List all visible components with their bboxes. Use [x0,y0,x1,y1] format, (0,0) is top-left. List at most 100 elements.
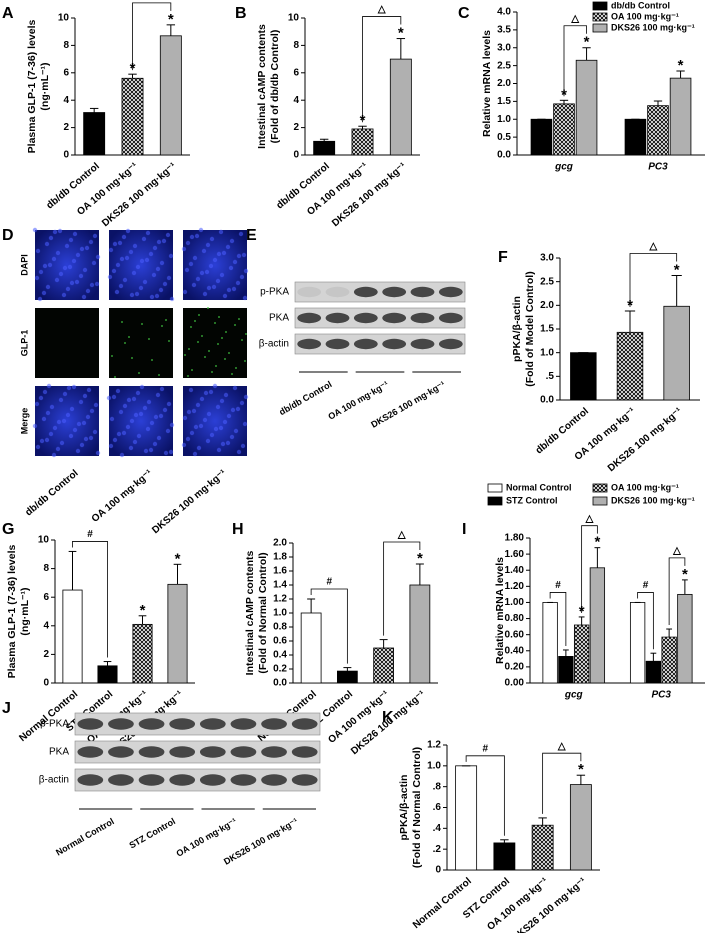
bar [493,842,516,871]
x-tick-label: gcg [564,690,583,701]
nucleus [162,407,168,413]
nucleus [82,393,88,399]
bar [677,593,693,684]
significance: * [584,34,590,51]
nucleus [241,252,247,258]
nucleus [205,242,211,248]
nucleus [152,441,158,447]
y-tick-label: 2.0 [273,538,287,549]
significance: * [398,25,404,42]
nucleus [52,229,58,235]
nucleus [129,292,135,298]
nucleus [79,442,85,448]
nucleus [78,273,84,279]
nucleus [182,289,188,295]
bracket [542,752,582,814]
nucleus [145,230,151,236]
nucleus [75,448,81,454]
row-label: PKA [49,747,69,758]
y-tick-label: 1.2 [273,594,287,605]
y-axis-label: Intestinal cAMP contents [256,24,268,149]
y-tick-label: 1.6 [273,566,287,577]
nucleus [146,399,152,405]
nucleus [142,405,148,411]
green-dot [158,374,160,376]
nucleus [72,427,78,433]
bar [351,128,374,156]
nucleus [229,434,235,440]
green-dot [194,320,196,322]
legend-swatch [592,12,608,22]
nucleus [239,400,245,406]
y-axis-label: (Fold of Normal Control) [257,552,269,673]
nucleus [191,282,197,288]
blot-band [199,746,226,758]
green-dot [198,314,200,316]
nucleus [82,267,88,273]
blot-band [438,338,463,350]
nucleus [145,426,151,432]
nucleus [133,412,139,418]
y-tick-label: .5 [546,371,555,382]
nucleus [111,268,117,274]
bracket-label: # [482,743,488,754]
nucleus [242,421,248,427]
blot-band [325,312,350,324]
nucleus [169,296,175,302]
nucleus [68,237,74,243]
nucleus [159,260,165,266]
blot-band [438,312,463,324]
nucleus [89,408,95,414]
nucleus [158,287,164,293]
nucleus [71,384,77,390]
nucleus [134,291,140,297]
green-dot [128,336,130,338]
column-label: db/db Control [23,468,80,519]
nucleus [153,414,159,420]
bar [132,623,153,684]
green-dot [221,337,223,339]
nucleus [166,401,172,407]
bar [337,670,358,684]
micrograph [35,386,99,456]
nucleus [218,229,224,235]
green-dot [208,350,210,352]
micrograph [109,308,173,378]
x-tick-label: Normal Control [17,689,80,744]
bracket-label: △ [672,546,681,557]
nucleus [192,255,198,261]
nucleus [201,248,207,254]
nucleus [67,264,73,270]
nucleus [121,430,127,436]
nucleus [233,428,239,434]
nucleus [132,439,138,445]
nucleus [89,282,95,288]
nucleus [126,397,132,403]
blot-band [138,746,165,758]
y-tick-label: 0.0 [497,150,511,161]
nucleus [37,296,43,302]
nucleus [165,232,171,238]
nucleus [48,235,54,241]
nucleus [95,450,101,456]
nucleus [141,236,147,242]
significance: * [175,550,181,567]
green-dot [228,352,230,354]
nucleus [216,447,222,453]
green-dot [224,358,226,360]
micrograph [183,386,247,456]
legend-swatch [592,483,608,493]
bar [409,584,431,684]
nucleus [44,241,50,247]
bracket [72,541,108,658]
y-axis-label: (Fold of Model Control) [524,271,536,386]
blot-band [261,746,287,758]
green-dot [187,375,189,377]
green-dot [141,323,143,325]
bar [616,331,644,401]
nucleus [135,264,141,270]
nucleus [118,409,124,415]
blot-band [138,774,165,786]
nucleus [238,231,244,237]
nucleus [84,245,90,251]
